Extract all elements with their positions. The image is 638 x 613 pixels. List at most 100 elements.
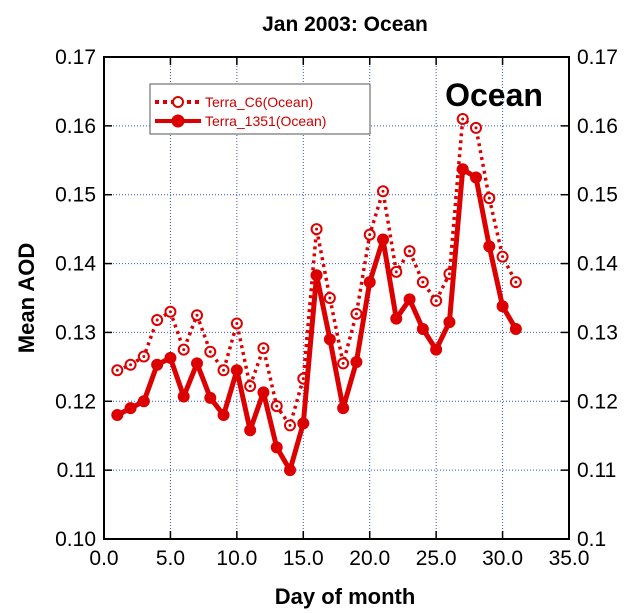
y-tick-label-right: 0.17 <box>577 46 618 69</box>
data-point-center <box>474 126 478 130</box>
legend-1351-label: Terra_1351(Ocean) <box>205 113 326 129</box>
data-point-center <box>354 312 358 316</box>
data-point <box>430 343 443 356</box>
data-point <box>230 364 243 377</box>
data-point-center <box>434 299 438 303</box>
x-tick-label: 0.0 <box>89 547 118 570</box>
data-point <box>284 464 296 477</box>
data-point-center <box>341 361 345 365</box>
data-point <box>323 333 336 346</box>
data-point <box>204 391 217 404</box>
data-point-center <box>142 355 146 359</box>
y-tick-label-left: 0.15 <box>55 184 96 207</box>
data-point <box>363 276 376 289</box>
y-tick-label-left: 0.13 <box>55 321 96 344</box>
data-point <box>270 441 283 454</box>
y-tick-label-left: 0.12 <box>55 390 96 413</box>
y-tick-labels-left: 0.10 0.11 0.12 0.13 0.14 0.15 0.16 0.17 <box>55 46 96 551</box>
data-point <box>496 300 509 313</box>
y-tick-label-right: 0.15 <box>577 184 618 207</box>
data-point <box>483 240 496 253</box>
data-point <box>310 269 323 282</box>
data-point <box>377 233 389 246</box>
data-point-center <box>222 368 226 372</box>
legend-c6-marker <box>172 96 184 108</box>
data-point-center <box>248 384 252 388</box>
data-point-center <box>155 318 159 322</box>
y-tick-label-left: 0.14 <box>55 253 96 276</box>
y-tick-label-left: 0.10 <box>55 528 96 551</box>
data-point <box>124 402 137 415</box>
axis-ticks <box>103 56 570 540</box>
data-point <box>151 358 164 371</box>
series-line <box>116 166 519 473</box>
data-point-center <box>461 117 465 121</box>
data-point <box>164 351 177 364</box>
legend-c6-label: Terra_C6(Ocean) <box>205 94 313 110</box>
data-point <box>111 409 124 422</box>
data-point-center <box>115 368 119 372</box>
y-tick-label-right: 0.11 <box>577 459 616 482</box>
chart-title: Jan 2003: Ocean <box>262 13 428 36</box>
x-tick-labels: 0.0 5.0 10.0 15.0 20.0 25.0 30.0 35.0 <box>89 547 589 570</box>
y-tick-labels-right: 0.1 0.11 0.12 0.13 0.14 0.15 0.16 0.17 <box>577 46 618 551</box>
x-tick-label: 10.0 <box>216 547 257 570</box>
legend: Terra_C6(Ocean) Terra_1351(Ocean) <box>149 83 371 135</box>
x-tick-label: 30.0 <box>482 547 523 570</box>
series-terra-1351 <box>111 163 522 477</box>
data-point <box>137 395 150 408</box>
data-point <box>509 322 522 335</box>
data-point <box>244 424 257 437</box>
data-point-center <box>182 348 186 352</box>
data-point <box>217 409 230 422</box>
data-point <box>456 163 469 176</box>
data-point-center <box>235 321 239 325</box>
data-point-center <box>487 196 491 200</box>
legend-box <box>149 83 371 135</box>
data-point-center <box>288 423 292 427</box>
data-point-center <box>275 404 279 408</box>
data-point-center <box>514 280 518 284</box>
y-tick-label-right: 0.12 <box>577 390 618 413</box>
y-tick-label-left: 0.16 <box>55 115 96 138</box>
data-point <box>257 386 270 399</box>
series-layer <box>111 112 522 477</box>
data-point-center <box>195 313 199 317</box>
data-point <box>390 312 403 325</box>
y-tick-label-right: 0.16 <box>577 115 618 138</box>
x-axis-label: Day of month <box>275 584 416 609</box>
data-point <box>297 417 310 430</box>
data-point-center <box>328 296 332 300</box>
y-tick-label-right: 0.1 <box>577 528 606 551</box>
x-tick-label: 35.0 <box>549 547 590 570</box>
ocean-annotation: Ocean <box>445 77 543 113</box>
data-point <box>191 357 203 370</box>
data-point-center <box>301 377 305 381</box>
data-point-center <box>368 233 372 237</box>
legend-1351-marker <box>171 114 185 128</box>
y-tick-label-right: 0.13 <box>577 321 618 344</box>
data-point <box>337 402 350 415</box>
data-point-center <box>394 270 398 274</box>
data-point-center <box>261 346 265 350</box>
x-tick-label: 25.0 <box>416 547 457 570</box>
data-point-center <box>129 363 133 367</box>
y-tick-label-left: 0.11 <box>57 459 96 482</box>
x-tick-label: 5.0 <box>156 547 185 570</box>
y-tick-label-left: 0.17 <box>55 46 96 69</box>
data-point-center <box>501 255 505 259</box>
y-tick-label-right: 0.14 <box>577 253 618 276</box>
data-point-center <box>315 227 319 231</box>
data-point <box>403 293 416 306</box>
plot-frame <box>103 56 570 540</box>
data-point <box>177 390 190 403</box>
x-tick-label: 15.0 <box>283 547 324 570</box>
data-point <box>350 356 363 369</box>
data-point-center <box>208 350 212 354</box>
data-point-center <box>421 280 425 284</box>
data-point-center <box>381 189 385 193</box>
data-point-center <box>168 310 172 314</box>
data-point <box>416 322 429 335</box>
x-tick-label: 20.0 <box>349 547 390 570</box>
